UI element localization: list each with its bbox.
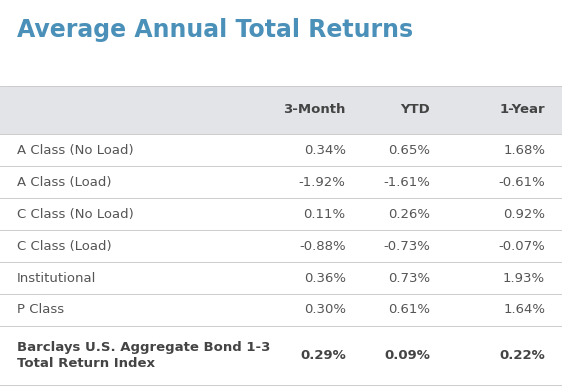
Text: A Class (No Load): A Class (No Load) — [17, 144, 134, 157]
Text: Average Annual Total Returns: Average Annual Total Returns — [17, 18, 413, 42]
Text: 0.22%: 0.22% — [500, 349, 545, 362]
Text: 0.61%: 0.61% — [388, 303, 430, 317]
Text: 0.30%: 0.30% — [303, 303, 346, 317]
Text: 1-Year: 1-Year — [500, 103, 545, 116]
Text: 0.11%: 0.11% — [303, 208, 346, 221]
Text: 1.68%: 1.68% — [503, 144, 545, 157]
Text: -1.61%: -1.61% — [383, 176, 430, 189]
Text: C Class (No Load): C Class (No Load) — [17, 208, 134, 221]
Text: A Class (Load): A Class (Load) — [17, 176, 111, 189]
Text: Barclays U.S. Aggregate Bond 1-3
Total Return Index: Barclays U.S. Aggregate Bond 1-3 Total R… — [17, 341, 270, 370]
Text: P Class: P Class — [17, 303, 64, 317]
Text: YTD: YTD — [400, 103, 430, 116]
Bar — [0, 86, 562, 134]
Text: 0.73%: 0.73% — [388, 272, 430, 284]
Text: 1.64%: 1.64% — [503, 303, 545, 317]
Text: 0.26%: 0.26% — [388, 208, 430, 221]
Text: -0.07%: -0.07% — [498, 240, 545, 252]
Text: 0.36%: 0.36% — [303, 272, 346, 284]
Text: 0.65%: 0.65% — [388, 144, 430, 157]
Text: 0.34%: 0.34% — [303, 144, 346, 157]
Text: -0.88%: -0.88% — [299, 240, 346, 252]
Text: -0.61%: -0.61% — [498, 176, 545, 189]
Text: 3-Month: 3-Month — [283, 103, 346, 116]
Text: C Class (Load): C Class (Load) — [17, 240, 111, 252]
Text: 0.09%: 0.09% — [384, 349, 430, 362]
Text: 1.93%: 1.93% — [503, 272, 545, 284]
Text: 0.92%: 0.92% — [503, 208, 545, 221]
Text: Institutional: Institutional — [17, 272, 96, 284]
Text: -1.92%: -1.92% — [299, 176, 346, 189]
Text: 0.29%: 0.29% — [300, 349, 346, 362]
Text: -0.73%: -0.73% — [383, 240, 430, 252]
